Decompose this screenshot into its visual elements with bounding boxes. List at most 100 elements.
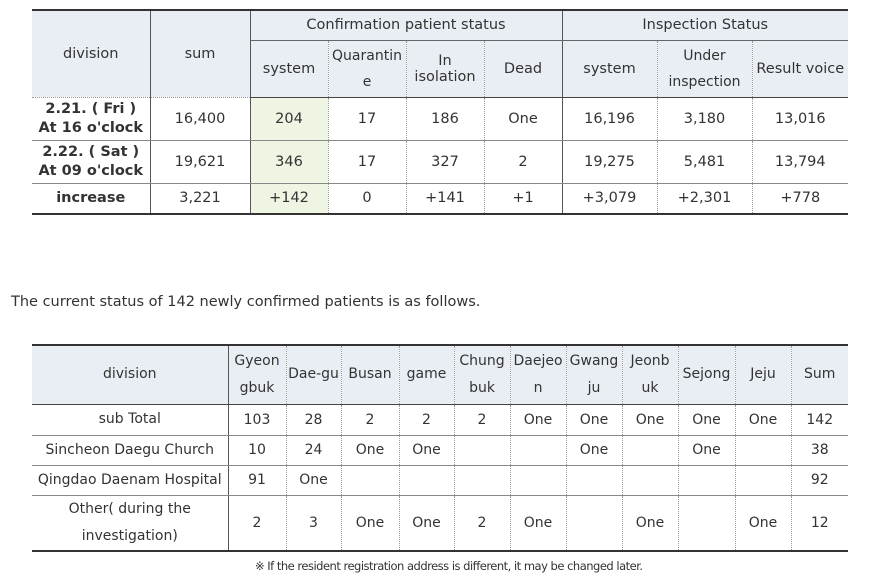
- table-cell: 2: [398, 404, 455, 436]
- cell-sum: 19,621: [149, 140, 251, 184]
- header-conf-quarantine: Quarantin e: [327, 40, 407, 98]
- cell-insp-result: 13,794: [751, 140, 849, 184]
- cell-insp-under: 3,180: [656, 97, 753, 141]
- cell-conf-system: +142: [249, 183, 329, 214]
- table-cell: 2: [340, 404, 400, 436]
- cell-insp-under: 5,481: [656, 140, 753, 184]
- cell-sum: 16,400: [149, 97, 251, 141]
- table-cell: [621, 435, 679, 466]
- regional-status-table: division Gyeon gbuk Dae-gu Busan game Ch…: [32, 344, 848, 552]
- cell-insp-under: +2,301: [656, 183, 753, 214]
- table-cell: [398, 465, 455, 496]
- table-cell: 28: [285, 404, 342, 436]
- table-cell: [453, 465, 511, 496]
- cell-insp-system: 16,196: [561, 97, 658, 141]
- confirmation-status-table: division sum Confirmation patient status…: [32, 9, 849, 215]
- table-cell: 2: [453, 404, 511, 436]
- cell-conf-isolation: +141: [405, 183, 485, 214]
- header-game: game: [398, 345, 455, 405]
- header-confirmation-group: Confirmation patient status: [249, 10, 563, 41]
- table-cell: One: [285, 465, 342, 496]
- header-insp-result: Result voice: [751, 40, 849, 98]
- header-sum: Sum: [790, 345, 848, 405]
- table-cell: One: [565, 435, 623, 466]
- header-daejeon: Daejeo n: [509, 345, 567, 405]
- status-sentence: The current status of 142 newly confirme…: [11, 294, 481, 310]
- table-cell: [565, 465, 623, 496]
- table-row: sub Total 103 28 2 2 2 One One One One O…: [32, 404, 848, 436]
- table-row: Other( during the investigation) 2 3 One…: [32, 495, 848, 551]
- header-chungbuk: Chung buk: [453, 345, 511, 405]
- header-sum: sum: [149, 10, 251, 98]
- table-cell: [509, 435, 567, 466]
- header-jeonbuk: Jeonb uk: [621, 345, 679, 405]
- cell-insp-system: 19,275: [561, 140, 658, 184]
- table-cell: [734, 465, 792, 496]
- header-gwangju: Gwang ju: [565, 345, 623, 405]
- table-cell: [453, 435, 511, 466]
- cell-conf-quarantine: 0: [327, 183, 407, 214]
- row-label: sub Total: [32, 404, 229, 436]
- table-cell: 38: [790, 435, 848, 466]
- header-insp-under-inspection: Under inspection: [656, 40, 753, 98]
- header-jeju: Jeju: [734, 345, 792, 405]
- table-cell: One: [621, 404, 679, 436]
- table-cell: One: [340, 495, 400, 551]
- table-cell: [677, 465, 736, 496]
- table-cell: [509, 465, 567, 496]
- cell-conf-quarantine: 17: [327, 140, 407, 184]
- row-label: Other( during the investigation): [32, 495, 229, 551]
- table-cell: One: [565, 404, 623, 436]
- header-conf-dead: Dead: [483, 40, 563, 98]
- cell-conf-dead: One: [483, 97, 563, 141]
- cell-conf-isolation: 327: [405, 140, 485, 184]
- row-label: Qingdao Daenam Hospital: [32, 465, 229, 496]
- cell-insp-result: 13,016: [751, 97, 849, 141]
- table-cell: One: [734, 495, 792, 551]
- table-cell: One: [398, 495, 455, 551]
- table-row: Sincheon Daegu Church 10 24 One One One …: [32, 435, 848, 466]
- cell-conf-dead: +1: [483, 183, 563, 214]
- header-conf-isolation: In isolation: [405, 40, 485, 98]
- row-division: 2.21. ( Fri ) At 16 o'clock: [32, 97, 151, 141]
- table-cell: 91: [227, 465, 287, 496]
- table-cell: One: [734, 404, 792, 436]
- cell-conf-isolation: 186: [405, 97, 485, 141]
- table-cell: 12: [790, 495, 848, 551]
- table-cell: 10: [227, 435, 287, 466]
- table-cell: One: [677, 435, 736, 466]
- header-gyeongbuk: Gyeon gbuk: [227, 345, 287, 405]
- table-cell: [734, 435, 792, 466]
- table-cell: [621, 465, 679, 496]
- table-cell: 2: [227, 495, 287, 551]
- cell-insp-result: +778: [751, 183, 849, 214]
- table-cell: [340, 465, 400, 496]
- header-division: division: [32, 345, 229, 405]
- table-cell: One: [677, 404, 736, 436]
- table-cell: 2: [453, 495, 511, 551]
- cell-conf-system: 204: [249, 97, 329, 141]
- table-row: 2.22. ( Sat ) At 09 o'clock 19,621 346 1…: [32, 140, 849, 184]
- header-busan: Busan: [340, 345, 400, 405]
- header-division: division: [32, 10, 151, 98]
- footnote: ※ If the resident registration address i…: [255, 559, 643, 573]
- cell-insp-system: +3,079: [561, 183, 658, 214]
- table-cell: One: [509, 404, 567, 436]
- cell-conf-system: 346: [249, 140, 329, 184]
- header-insp-system: system: [561, 40, 658, 98]
- table-cell: [565, 495, 623, 551]
- table-cell: 24: [285, 435, 342, 466]
- table-cell: 92: [790, 465, 848, 496]
- header-inspection-group: Inspection Status: [561, 10, 849, 41]
- header-sejong: Sejong: [677, 345, 736, 405]
- row-division: increase: [32, 183, 151, 214]
- table-cell: 103: [227, 404, 287, 436]
- table-row: 2.21. ( Fri ) At 16 o'clock 16,400 204 1…: [32, 97, 849, 141]
- row-label: Sincheon Daegu Church: [32, 435, 229, 466]
- table-cell: One: [340, 435, 400, 466]
- table-row: increase 3,221 +142 0 +141 +1 +3,079 +2,…: [32, 183, 849, 214]
- cell-conf-quarantine: 17: [327, 97, 407, 141]
- row-division: 2.22. ( Sat ) At 09 o'clock: [32, 140, 151, 184]
- table-cell: 142: [790, 404, 848, 436]
- table-cell: One: [509, 495, 567, 551]
